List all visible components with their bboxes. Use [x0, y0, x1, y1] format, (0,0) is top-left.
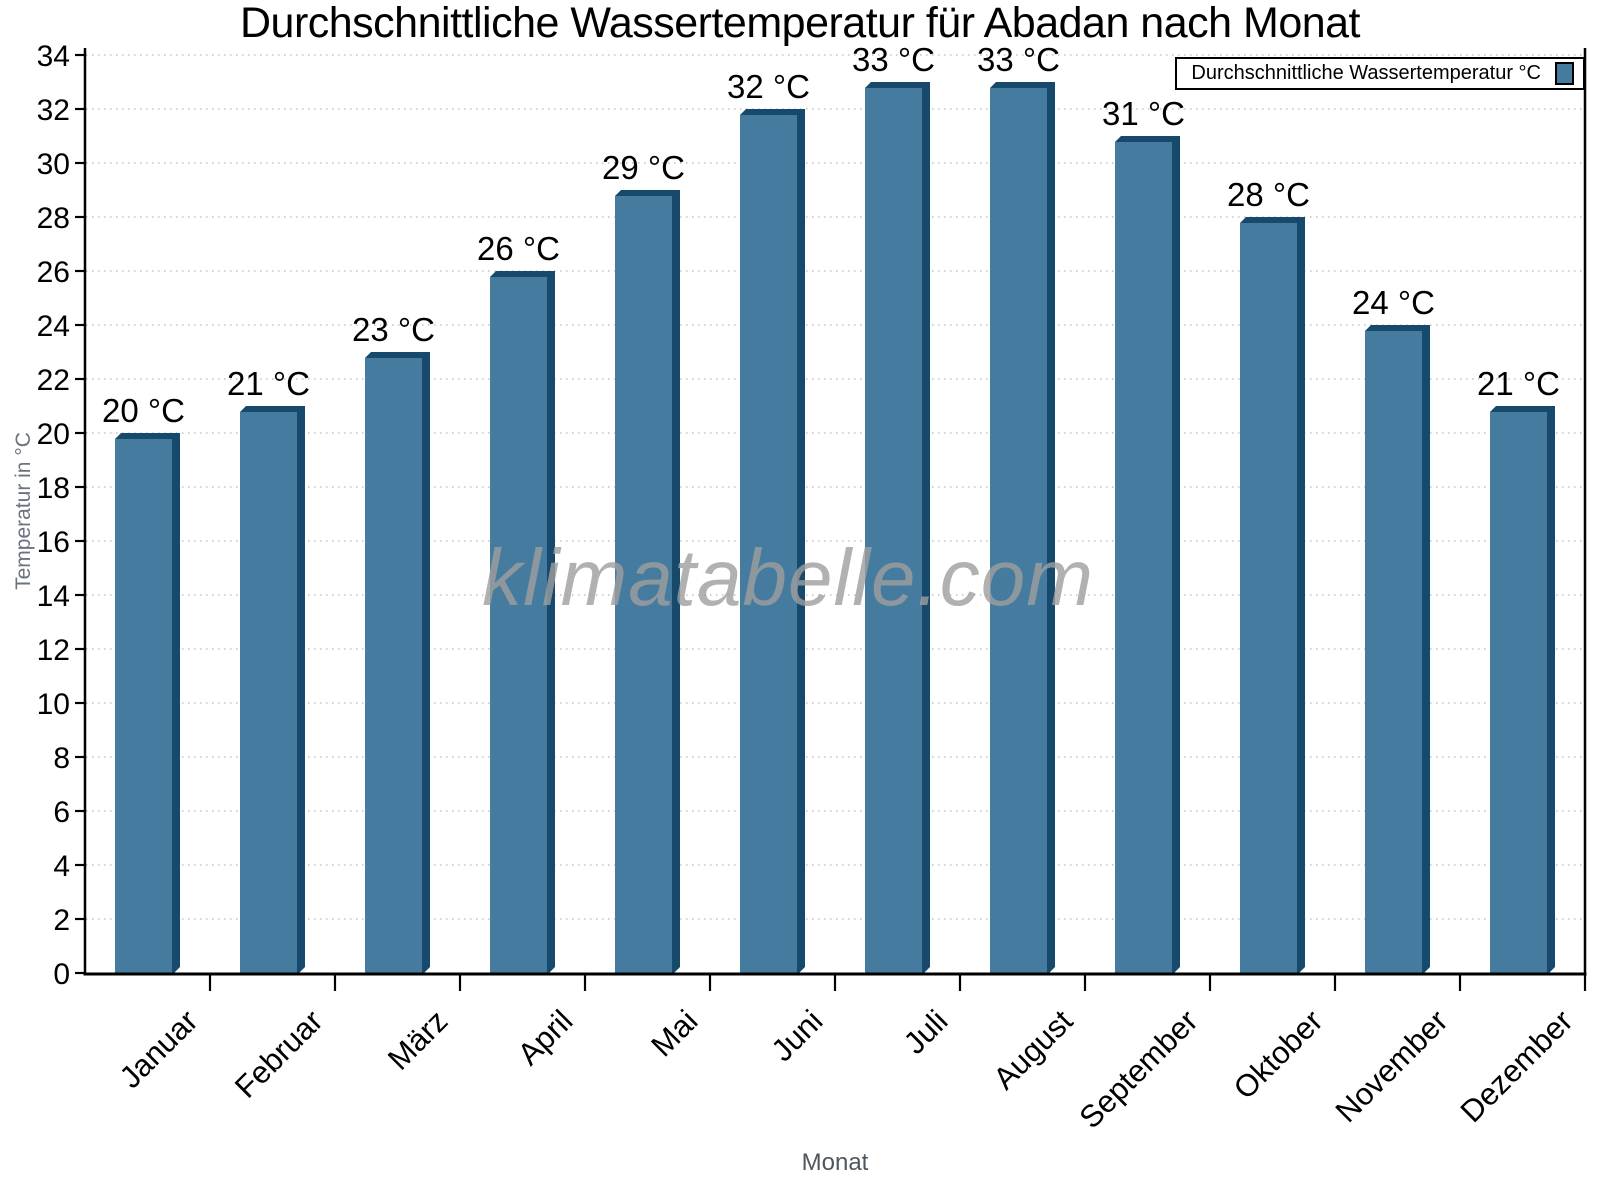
bar-face	[365, 358, 422, 973]
bar-value-label: 24 °C	[1352, 284, 1435, 321]
month-label: November	[1329, 1003, 1455, 1129]
bar-face	[1240, 223, 1297, 973]
bar-face	[740, 115, 797, 973]
y-tick-label: 20	[37, 418, 70, 451]
month-label: April	[511, 1003, 580, 1072]
legend: Durchschnittliche Wassertemperatur °C	[1175, 57, 1585, 90]
bar-value-label: 32 °C	[727, 68, 810, 105]
month-label: August	[986, 1003, 1079, 1096]
bar-face	[615, 196, 672, 973]
bar-face	[1490, 412, 1547, 973]
bar-value-label: 28 °C	[1227, 176, 1310, 213]
y-tick-label: 18	[37, 472, 70, 505]
bar-value-label: 21 °C	[227, 365, 310, 402]
legend-swatch-icon	[1555, 62, 1574, 85]
y-tick-label: 34	[37, 40, 70, 73]
month-label: Februar	[228, 1003, 330, 1105]
bar-face	[990, 88, 1047, 973]
y-tick-label: 30	[37, 148, 70, 181]
month-label: Dezember	[1454, 1003, 1580, 1129]
bar-value-label: 21 °C	[1477, 365, 1560, 402]
y-tick-label: 10	[37, 688, 70, 721]
y-tick-label: 24	[37, 310, 70, 343]
y-tick-label: 0	[53, 958, 70, 991]
month-label: März	[381, 1003, 454, 1076]
y-tick-label: 16	[37, 526, 70, 559]
y-tick-label: 12	[37, 634, 70, 667]
bar-face	[490, 277, 547, 973]
chart-title: Durchschnittliche Wassertemperatur für A…	[239, 0, 1361, 47]
y-tick-label: 14	[37, 580, 70, 613]
y-tick-label: 22	[37, 364, 70, 397]
y-tick-label: 6	[53, 796, 70, 829]
bar-face	[240, 412, 297, 973]
bar-face	[1365, 331, 1422, 973]
y-tick-label: 4	[53, 850, 70, 883]
month-label: Mai	[644, 1003, 704, 1063]
x-axis-title: Monat	[801, 1149, 869, 1176]
month-label: Juni	[764, 1003, 829, 1068]
y-tick-label: 8	[53, 742, 70, 775]
bar-face	[1115, 142, 1172, 973]
bar-value-label: 29 °C	[602, 149, 685, 186]
month-label: September	[1072, 1003, 1204, 1135]
month-label: Juli	[897, 1003, 955, 1061]
y-tick-label: 26	[37, 256, 70, 289]
month-label: Januar	[113, 1003, 205, 1095]
y-axis-title: Temperatur in °C	[12, 432, 35, 590]
legend-label: Durchschnittliche Wassertemperatur °C	[1191, 62, 1541, 84]
y-tick-label: 32	[37, 94, 70, 127]
bar-value-label: 20 °C	[102, 392, 185, 429]
bar-value-label: 33 °C	[977, 41, 1060, 78]
bar-face	[115, 439, 172, 973]
bar-value-label: 31 °C	[1102, 95, 1185, 132]
bar-value-label: 26 °C	[477, 230, 560, 267]
bar-value-label: 33 °C	[852, 41, 935, 78]
y-tick-label: 28	[37, 202, 70, 235]
bar-face	[865, 88, 922, 973]
month-label: Oktober	[1227, 1003, 1330, 1106]
y-tick-label: 2	[53, 904, 70, 937]
bar-value-label: 23 °C	[352, 311, 435, 348]
